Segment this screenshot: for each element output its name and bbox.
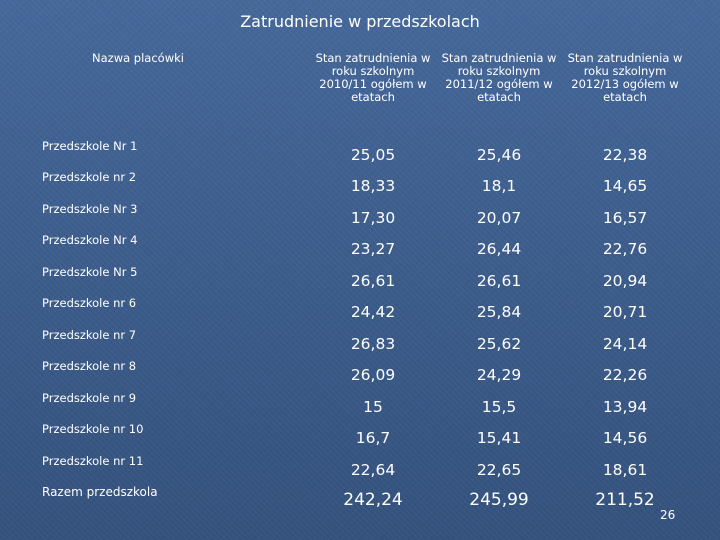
value-2012-13: 20,71 (602, 303, 648, 321)
table-header-row: Nazwa placówki Stan zatrudnienia w roku … (38, 48, 688, 132)
value-2012-13: 22,38 (602, 145, 648, 164)
table-row: Przedszkole nr 8 26,09 24,29 22,26 (38, 353, 688, 384)
value-2012-13: 24,14 (602, 334, 648, 353)
table-row: Przedszkole nr 11 22,64 22,65 18,61 (38, 447, 688, 479)
table-row: Przedszkole Nr 1 25,05 25,46 22,38 (38, 132, 688, 164)
value-2010-11: 24,42 (350, 303, 396, 321)
employment-table: Nazwa placówki Stan zatrudnienia w roku … (38, 48, 688, 511)
table-row: Przedszkole Nr 5 26,61 26,61 20,94 (38, 258, 688, 290)
value-2010-11: 23,27 (350, 240, 396, 258)
value-2010-11: 22,64 (350, 460, 396, 479)
table-row: Przedszkole Nr 3 17,30 20,07 16,57 (38, 195, 688, 227)
value-2010-11: 26,61 (350, 271, 396, 290)
facility-name: Przedszkole nr 9 (42, 390, 137, 405)
value-2012-13: 20,94 (602, 271, 648, 290)
value-2011-12: 22,65 (476, 460, 522, 479)
value-2010-11: 26,09 (350, 366, 396, 384)
facility-name: Przedszkole nr 8 (42, 359, 137, 374)
value-2010-11: 26,83 (350, 334, 396, 353)
value-2011-12: 25,62 (476, 334, 522, 353)
facility-name: Przedszkole nr 10 (42, 422, 144, 437)
value-2012-13: 22,26 (602, 366, 648, 384)
facility-name: Przedszkole Nr 4 (42, 233, 138, 248)
total-2010-11: 242,24 (343, 490, 403, 510)
table-row: Przedszkole nr 7 26,83 25,62 24,14 (38, 321, 688, 353)
value-2011-12: 20,07 (476, 208, 522, 227)
slide-title: Zatrudnienie w przedszkolach (240, 12, 480, 31)
facility-name: Przedszkole nr 7 (42, 327, 137, 342)
value-2011-12: 18,1 (481, 177, 517, 195)
table-row: Przedszkole nr 10 16,7 15,41 14,56 (38, 416, 688, 447)
value-2010-11: 16,7 (355, 429, 391, 447)
facility-name: Przedszkole nr 11 (42, 453, 144, 468)
table-row: Przedszkole nr 9 15 15,5 13,94 (38, 384, 688, 416)
facility-name: Przedszkole Nr 1 (42, 138, 138, 153)
facility-name: Przedszkole nr 2 (42, 170, 137, 185)
table-row: Przedszkole nr 6 24,42 25,84 20,71 (38, 290, 688, 321)
header-2011-12: Stan zatrudnienia w roku szkolnym 2011/1… (441, 51, 557, 104)
table-row: Przedszkole Nr 4 23,27 26,44 22,76 (38, 227, 688, 258)
facility-name: Przedszkole Nr 3 (42, 201, 138, 216)
header-2012-13: Stan zatrudnienia w roku szkolnym 2012/1… (567, 51, 683, 104)
value-2012-13: 22,76 (602, 240, 648, 258)
value-2011-12: 26,44 (476, 240, 522, 258)
total-2011-12: 245,99 (469, 490, 529, 510)
value-2012-13: 14,56 (602, 429, 648, 447)
value-2012-13: 14,65 (602, 177, 648, 195)
total-row: Razem przedszkola 242,24 245,99 211,52 (38, 479, 688, 510)
table-row: Przedszkole nr 2 18,33 18,1 14,65 (38, 164, 688, 195)
value-2011-12: 15,41 (476, 429, 522, 447)
value-2011-12: 25,46 (476, 145, 522, 164)
value-2012-13: 13,94 (602, 397, 648, 416)
value-2010-11: 18,33 (350, 177, 396, 195)
facility-name: Przedszkole Nr 5 (42, 264, 138, 279)
value-2010-11: 25,05 (350, 145, 396, 164)
value-2010-11: 17,30 (350, 208, 396, 227)
value-2010-11: 15 (363, 397, 383, 416)
page-number: 26 (660, 508, 676, 522)
header-2010-11: Stan zatrudnienia w roku szkolnym 2010/1… (315, 51, 431, 104)
value-2011-12: 24,29 (476, 366, 522, 384)
header-facility-name: Nazwa placówki (92, 51, 184, 65)
value-2011-12: 25,84 (476, 303, 522, 321)
value-2011-12: 26,61 (476, 271, 522, 290)
value-2011-12: 15,5 (481, 397, 517, 416)
total-label: Razem przedszkola (42, 485, 158, 500)
value-2012-13: 16,57 (602, 208, 648, 227)
facility-name: Przedszkole nr 6 (42, 296, 137, 311)
value-2012-13: 18,61 (602, 460, 648, 479)
total-2012-13: 211,52 (595, 490, 655, 510)
